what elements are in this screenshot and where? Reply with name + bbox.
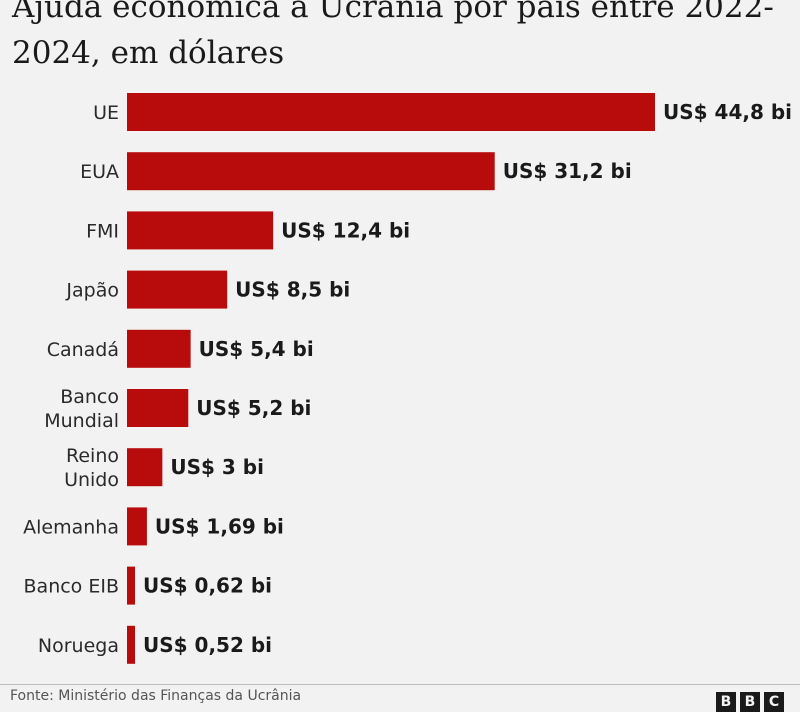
category-label: Alemanha bbox=[23, 516, 119, 538]
bar bbox=[127, 329, 191, 368]
category-label: Unido bbox=[64, 469, 119, 491]
bar bbox=[127, 448, 163, 487]
category-label: UE bbox=[93, 102, 119, 124]
value-label: US$ 3 bi bbox=[170, 455, 264, 479]
bar-chart: UE US$ 44,8 bi EUA US$ 31,2 bi FMI US$ 12,4 b… bbox=[23, 93, 792, 664]
footer-divider bbox=[0, 684, 800, 685]
category-label: EUA bbox=[80, 161, 119, 183]
logo-letter: B bbox=[740, 692, 760, 712]
value-label: US$ 5,4 bi bbox=[199, 337, 314, 361]
value-label: US$ 12,4 bi bbox=[281, 218, 410, 242]
bar bbox=[127, 566, 135, 605]
logo-letter: B bbox=[716, 692, 736, 712]
category-label: Canadá bbox=[47, 339, 119, 361]
chart-title: Ajuda econômica à Ucrânia por país entre… bbox=[12, 0, 774, 71]
bar bbox=[127, 389, 189, 427]
value-label: US$ 31,2 bi bbox=[503, 159, 632, 183]
bar bbox=[127, 507, 147, 546]
bar bbox=[127, 152, 495, 191]
value-label: US$ 1,69 bi bbox=[155, 514, 284, 538]
bbc-logo: B B C bbox=[716, 692, 784, 712]
category-label: Mundial bbox=[44, 410, 119, 432]
category-label: FMI bbox=[86, 220, 119, 242]
bar bbox=[127, 270, 228, 309]
bar bbox=[127, 93, 655, 131]
logo-letter: C bbox=[764, 692, 784, 712]
category-label: Banco bbox=[60, 386, 119, 408]
category-label: Banco EIB bbox=[24, 576, 119, 598]
category-label: Japão bbox=[65, 280, 119, 302]
category-label: Noruega bbox=[38, 635, 119, 657]
value-label: US$ 44,8 bi bbox=[663, 100, 792, 124]
value-label: US$ 0,62 bi bbox=[143, 574, 272, 598]
value-label: US$ 8,5 bi bbox=[235, 278, 350, 302]
bar bbox=[127, 211, 274, 250]
bar bbox=[127, 625, 135, 664]
value-label: US$ 0,52 bi bbox=[143, 633, 272, 657]
value-label: US$ 5,2 bi bbox=[196, 396, 311, 420]
source-note: Fonte: Ministério das Finanças da Ucrâni… bbox=[10, 688, 302, 704]
category-label: Reino bbox=[66, 445, 119, 467]
